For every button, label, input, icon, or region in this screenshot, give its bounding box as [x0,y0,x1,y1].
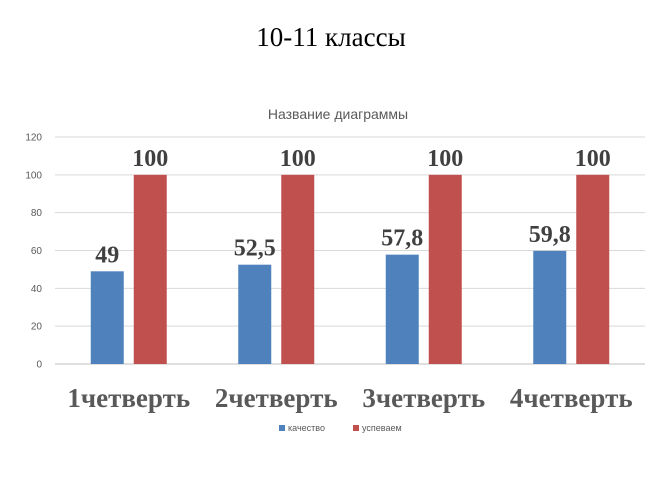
bar-kachestvo-4 [533,250,567,364]
y-tick-label: 120 [25,133,42,144]
chart-title: Название диаграммы [268,106,408,122]
data-label: 49 [95,242,119,268]
y-tick-label: 100 [25,170,42,181]
bar-uspevaem-1 [133,174,167,364]
data-label: 100 [132,146,168,172]
y-tick-label: 80 [31,208,43,219]
data-label: 59,8 [529,222,571,248]
x-category-label: 1четверть [67,383,190,413]
data-label: 100 [427,146,463,172]
y-tick-label: 0 [36,360,42,371]
legend-swatch [279,425,285,431]
slide-title: 10-11 классы [256,22,406,52]
legend-swatch [353,425,359,431]
x-category-label: 2четверть [215,383,338,413]
legend-label: успеваем [362,423,402,433]
legend-label: качество [288,423,325,433]
bar-kachestvo-2 [238,264,272,364]
data-label: 100 [280,146,316,172]
bar-uspevaem-4 [576,174,610,364]
bar-kachestvo-1 [90,271,124,364]
bar-kachestvo-3 [385,254,419,364]
data-label: 52,5 [234,236,276,262]
y-tick-label: 20 [31,322,43,333]
bar-uspevaem-2 [281,174,315,364]
data-label: 57,8 [381,226,423,252]
y-tick-label: 60 [31,246,43,257]
bar-uspevaem-3 [428,174,462,364]
x-category-label: 4четверть [510,383,633,413]
x-category-label: 3четверть [362,383,485,413]
data-label: 100 [575,146,611,172]
y-tick-label: 40 [31,284,43,295]
